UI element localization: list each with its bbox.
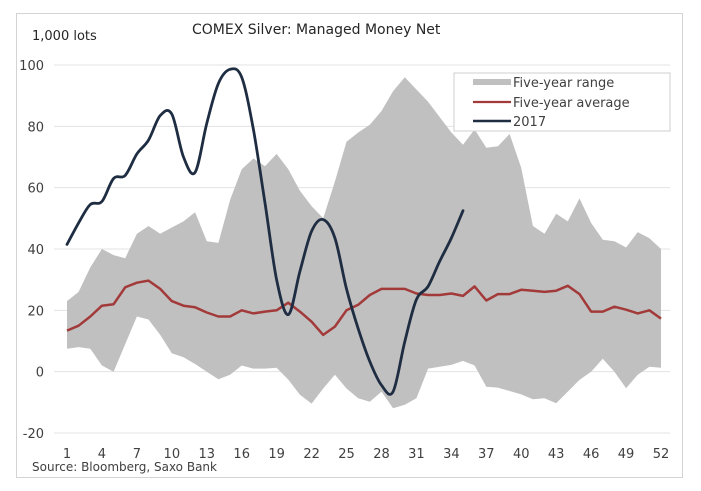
y-tick-label: 0 [36,366,44,381]
legend: Five-year range Five-year average 2017 [453,72,671,132]
y-tick-label: 20 [27,304,44,319]
chart-title: COMEX Silver: Managed Money Net [192,22,441,38]
legend-label-five-year-range: Five-year range [513,76,614,91]
x-tick-label: 19 [268,447,285,462]
x-tick-label: 4 [98,447,106,462]
source-note: Source: Bloomberg, Saxo Bank [32,460,217,474]
x-tick-label: 43 [548,447,565,462]
x-tick-label: 25 [338,447,355,462]
legend-label-five-year-average: Five-year average [513,96,630,111]
chart: COMEX Silver: Managed Money Net 1,000 lo… [19,22,671,474]
line-2017 [65,67,465,396]
five-year-range-band [67,77,661,409]
five-year-average-line [66,279,662,337]
x-tick-label: 16 [233,447,250,462]
y-tick-label: 40 [27,243,44,258]
x-axis-ticks: 1 4 7 10 13 16 19 22 25 28 31 34 37 40 43 46 49 52 [63,447,669,462]
y-axis-unit-label: 1,000 lots [32,29,97,44]
x-tick-label: 1 [63,447,71,462]
y-tick-label: 60 [27,182,44,197]
x-tick-label: 34 [443,447,460,462]
x-tick-label: 10 [164,447,181,462]
x-tick-label: 46 [583,447,600,462]
y-tick-label: 80 [27,120,44,135]
y-tick-label: -20 [23,427,44,442]
y-axis-ticks: -20 0 20 40 60 80 100 [19,59,44,442]
x-tick-label: 31 [408,447,425,462]
x-tick-label: 52 [653,447,670,462]
x-tick-label: 7 [133,447,141,462]
x-tick-label: 13 [198,447,215,462]
legend-label-2017: 2017 [513,115,546,130]
x-tick-label: 22 [303,447,320,462]
x-tick-label: 40 [513,447,530,462]
x-tick-label: 37 [478,447,495,462]
x-tick-label: 49 [618,447,635,462]
chart-frame: COMEX Silver: Managed Money Net 1,000 lo… [16,13,683,478]
x-tick-label: 28 [373,447,390,462]
y-tick-label: 100 [19,59,44,74]
legend-swatch-five-year-range [473,79,511,85]
